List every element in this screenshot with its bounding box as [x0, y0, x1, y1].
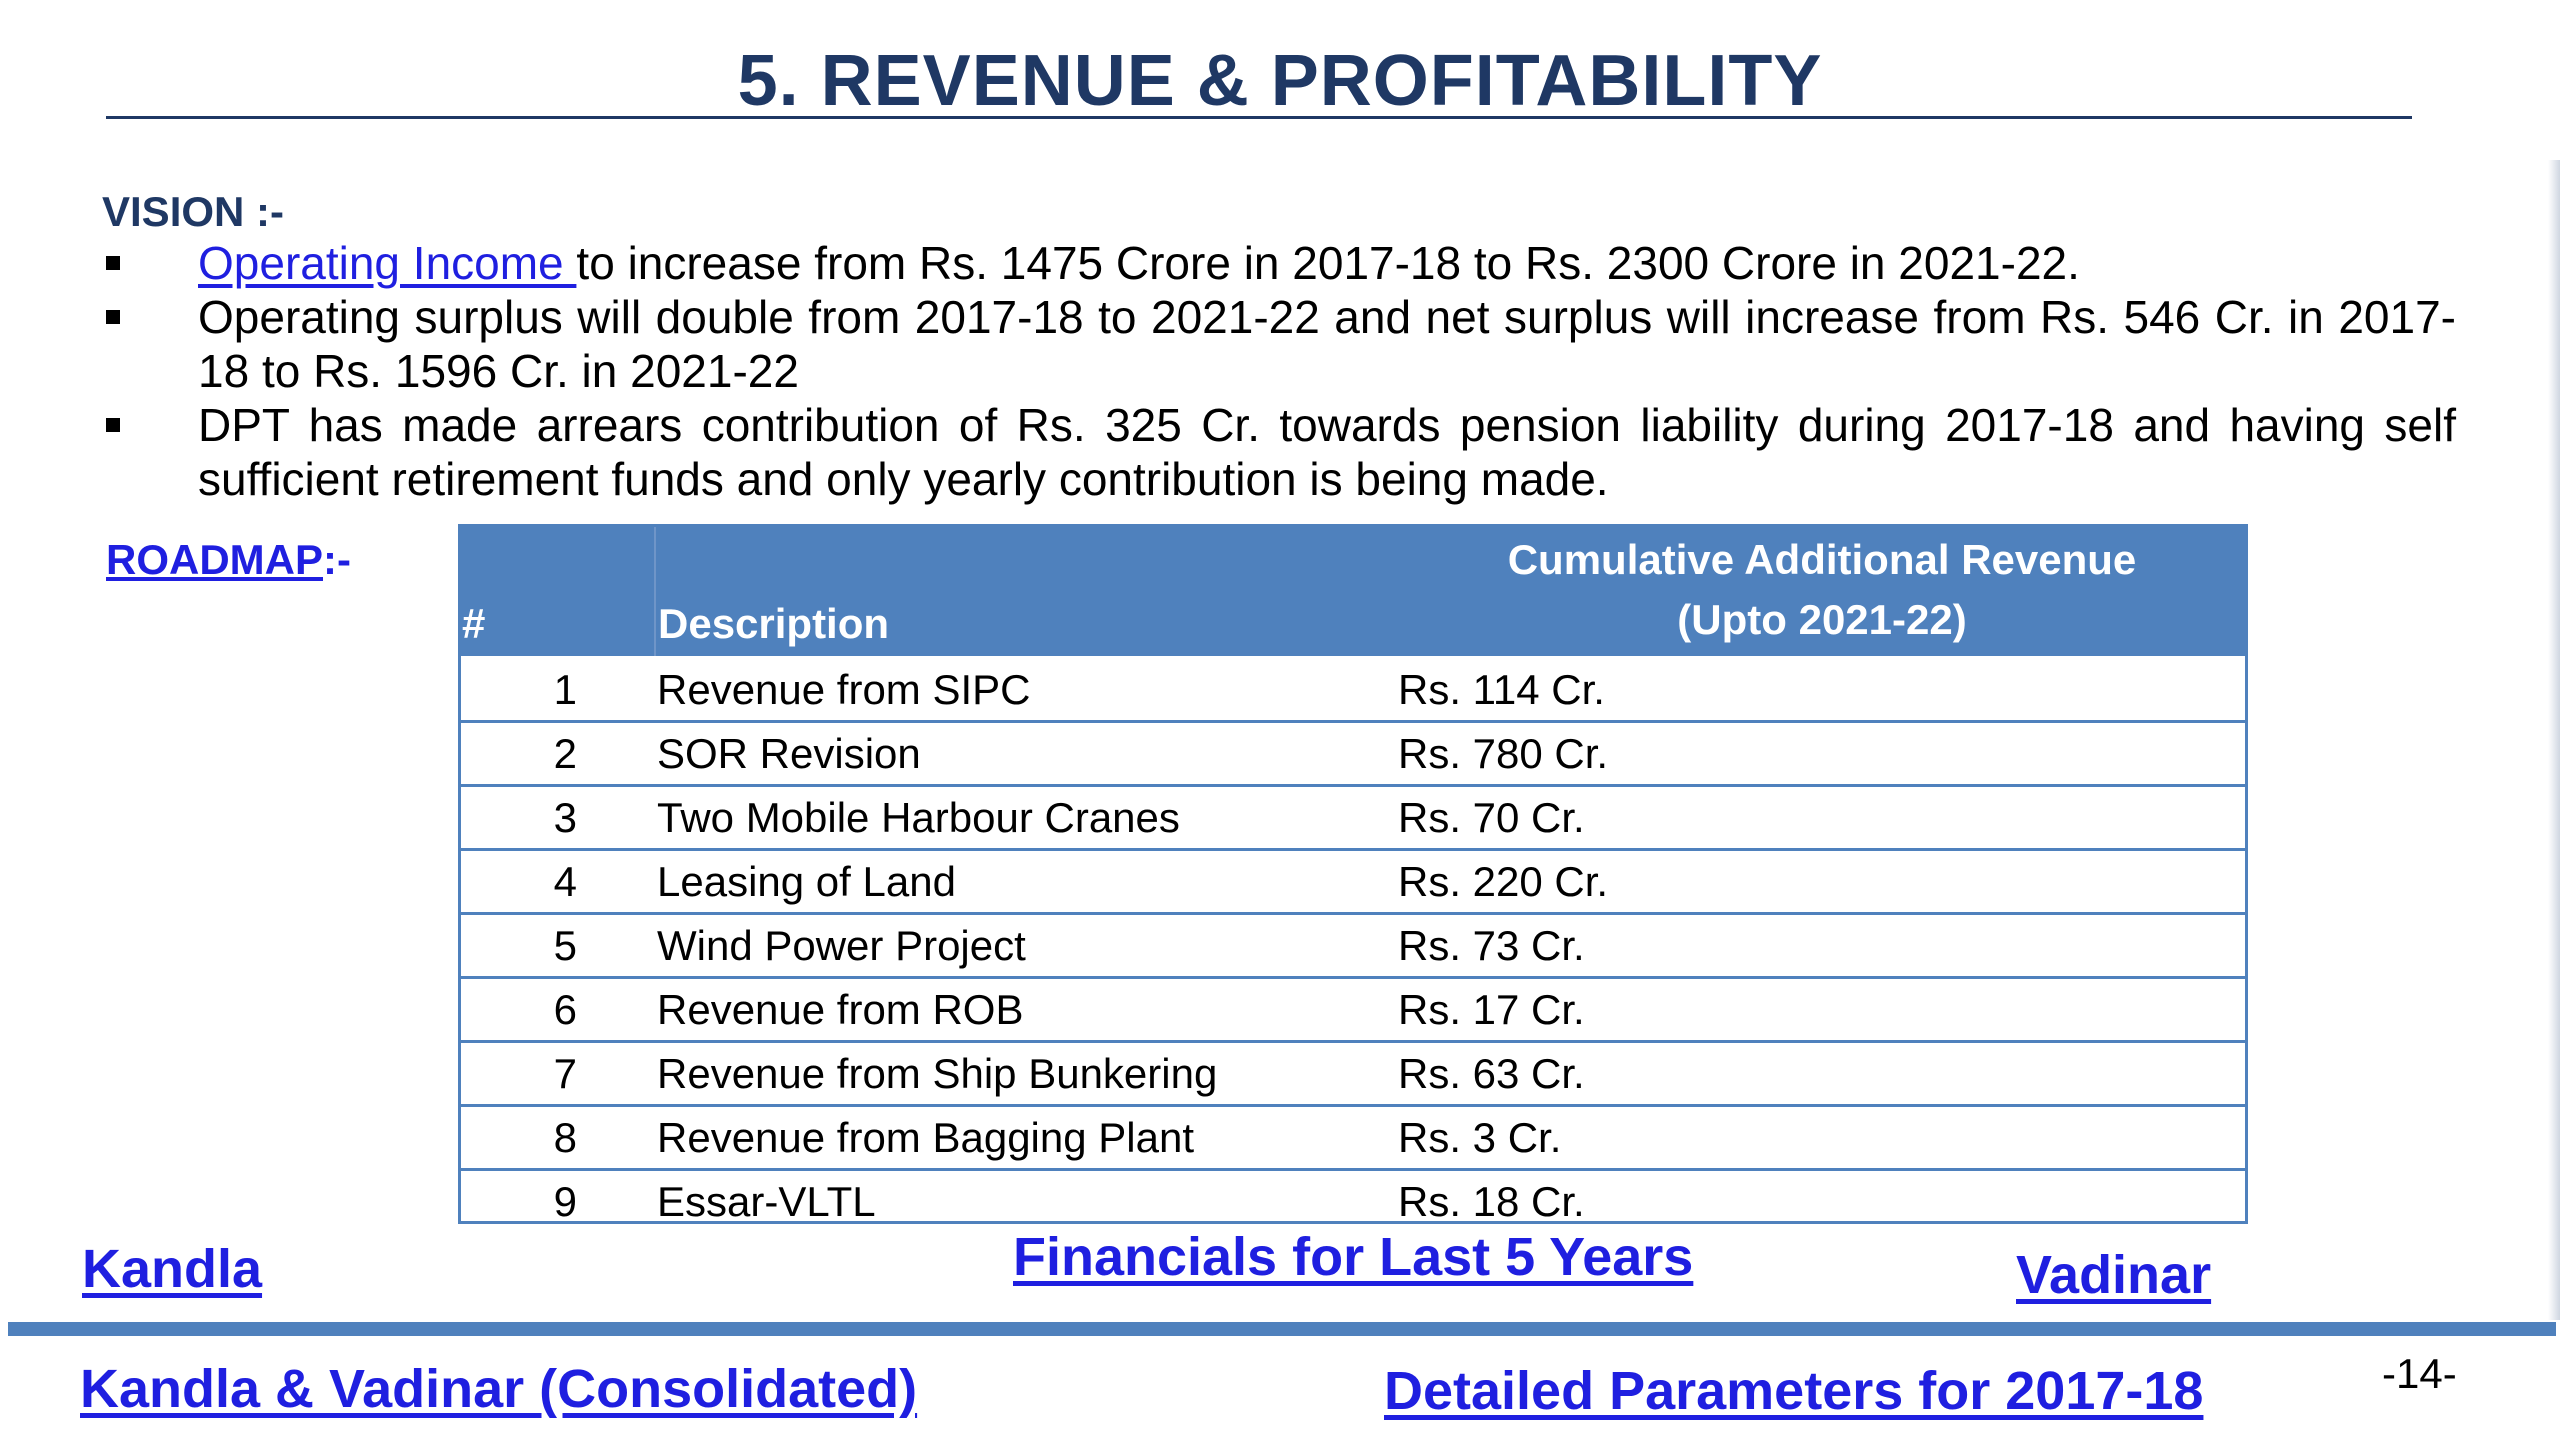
table-row: 7 Revenue from Ship Bunkering Rs. 63 Cr.: [458, 1040, 2246, 1106]
table-row: 1 Revenue from SIPC Rs. 114 Cr.: [458, 656, 2246, 722]
table-row: 2 SOR Revision Rs. 780 Cr.: [458, 720, 2246, 786]
row-description: SOR Revision: [655, 720, 1398, 786]
row-description: Revenue from Bagging Plant: [655, 1104, 1398, 1170]
row-description: Two Mobile Harbour Cranes: [655, 784, 1398, 850]
row-revenue: Rs. 70 Cr.: [1398, 784, 2246, 850]
roadmap-table: # Description Cumulative Additional Reve…: [458, 524, 2246, 1232]
vision-bullet-list: Operating Income to increase from Rs. 14…: [102, 236, 2456, 506]
vision-heading: VISION :-: [102, 188, 285, 235]
vision-bullet: Operating Income to increase from Rs. 14…: [102, 236, 2456, 290]
row-description: Essar-VLTL: [655, 1168, 1398, 1232]
row-revenue: Rs. 114 Cr.: [1398, 656, 2246, 722]
row-number: 1: [458, 656, 655, 722]
revenue-header-line2: (Upto 2021-22): [1677, 596, 1967, 643]
vision-bullet-text: DPT has made arrears contribution of Rs.…: [198, 399, 2456, 505]
footer-divider-bar: [8, 1322, 2556, 1336]
row-description: Revenue from Ship Bunkering: [655, 1040, 1398, 1106]
vision-bullet: Operating surplus will double from 2017-…: [102, 290, 2456, 398]
roadmap-link[interactable]: ROADMAP: [106, 536, 323, 583]
roadmap-heading: ROADMAP:-: [106, 536, 351, 584]
row-description: Wind Power Project: [655, 912, 1398, 978]
detailed-parameters-link[interactable]: Detailed Parameters for 2017-18: [1384, 1361, 2204, 1421]
table-header-row: # Description Cumulative Additional Reve…: [458, 524, 2246, 659]
vision-bullet: DPT has made arrears contribution of Rs.…: [102, 398, 2456, 506]
page-number: -14-: [2382, 1350, 2457, 1397]
financials-last-5-years-link[interactable]: Financials for Last 5 Years: [1013, 1227, 1694, 1287]
row-revenue: Rs. 63 Cr.: [1398, 1040, 2246, 1106]
kandla-link[interactable]: Kandla: [82, 1239, 263, 1299]
table-row: 9 Essar-VLTL Rs. 18 Cr.: [458, 1168, 2246, 1232]
column-header-description: Description: [655, 524, 1398, 659]
table-row: 3 Two Mobile Harbour Cranes Rs. 70 Cr.: [458, 784, 2246, 850]
slide-title: 5. REVENUE & PROFITABILITY: [737, 41, 1823, 121]
row-revenue: Rs. 3 Cr.: [1398, 1104, 2246, 1170]
row-revenue: Rs. 18 Cr.: [1398, 1168, 2246, 1232]
row-number: 5: [458, 912, 655, 978]
vadinar-link[interactable]: Vadinar: [2016, 1245, 2212, 1305]
table-row: 5 Wind Power Project Rs. 73 Cr.: [458, 912, 2246, 978]
kandla-vadinar-consolidated-link[interactable]: Kandla & Vadinar (Consolidated): [80, 1359, 918, 1419]
row-number: 6: [458, 976, 655, 1042]
row-revenue: Rs. 17 Cr.: [1398, 976, 2246, 1042]
row-number: 9: [458, 1168, 655, 1232]
row-number: 7: [458, 1040, 655, 1106]
title-underline: [106, 116, 2412, 119]
slide-edge-shadow: [2548, 160, 2560, 1320]
row-number: 4: [458, 848, 655, 914]
square-bullet-icon: [106, 310, 120, 324]
row-description: Leasing of Land: [655, 848, 1398, 914]
vision-bullet-text: Operating surplus will double from 2017-…: [198, 291, 2456, 397]
row-description: Revenue from ROB: [655, 976, 1398, 1042]
row-number: 3: [458, 784, 655, 850]
row-revenue: Rs. 220 Cr.: [1398, 848, 2246, 914]
operating-income-link[interactable]: Operating Income: [198, 237, 577, 289]
row-number: 8: [458, 1104, 655, 1170]
table-row: 8 Revenue from Bagging Plant Rs. 3 Cr.: [458, 1104, 2246, 1170]
square-bullet-icon: [106, 256, 120, 270]
column-header-revenue: Cumulative Additional Revenue (Upto 2021…: [1398, 524, 2246, 659]
row-description: Revenue from SIPC: [655, 656, 1398, 722]
revenue-header-line1: Cumulative Additional Revenue: [1507, 536, 2137, 583]
row-number: 2: [458, 720, 655, 786]
row-revenue: Rs. 73 Cr.: [1398, 912, 2246, 978]
table-row: 4 Leasing of Land Rs. 220 Cr.: [458, 848, 2246, 914]
row-revenue: Rs. 780 Cr.: [1398, 720, 2246, 786]
roadmap-suffix: :-: [323, 536, 351, 583]
table-row: 6 Revenue from ROB Rs. 17 Cr.: [458, 976, 2246, 1042]
square-bullet-icon: [106, 418, 120, 432]
vision-bullet-text: to increase from Rs. 1475 Crore in 2017-…: [576, 237, 2080, 289]
column-header-number: #: [458, 524, 656, 659]
